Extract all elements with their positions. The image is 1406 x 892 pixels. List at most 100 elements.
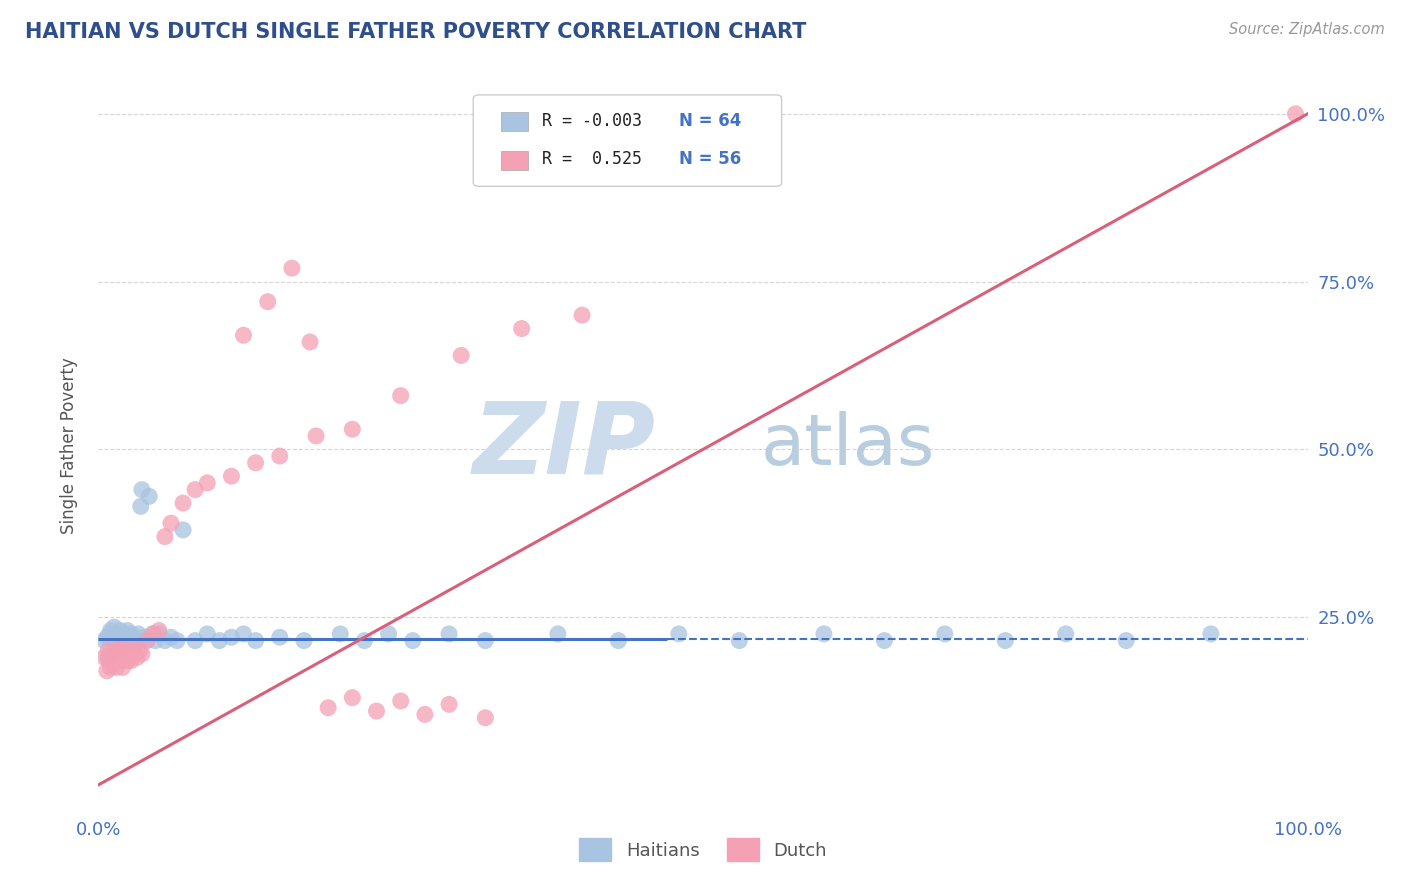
Point [118,637,141,651]
Point [93,650,115,665]
FancyBboxPatch shape [474,95,782,186]
Point [232,627,254,641]
Point [124,643,146,657]
Point [389,389,412,403]
Point [413,707,436,722]
Point [195,475,218,490]
Point [100,624,122,638]
Point [96,630,118,644]
Point [329,627,352,641]
Point [148,627,170,641]
Text: R =  0.525: R = 0.525 [543,150,643,168]
Point [117,624,139,638]
Point [118,633,141,648]
Point [110,640,132,655]
Point [166,633,188,648]
Point [184,633,207,648]
Point [813,627,835,641]
Point [114,630,136,644]
Point [127,627,149,641]
Point [105,630,128,644]
Point [100,660,122,674]
Point [118,643,141,657]
Point [143,633,166,648]
Point [172,496,194,510]
Point [128,643,150,657]
Point [299,334,322,349]
Legend: Haitians, Dutch: Haitians, Dutch [572,830,834,869]
Point [547,627,569,641]
Point [377,627,399,641]
Point [97,643,120,657]
Point [105,627,128,641]
Point [101,637,124,651]
Point [103,620,125,634]
Point [728,633,751,648]
Point [96,664,118,678]
Point [184,483,207,497]
Y-axis label: Single Father Poverty: Single Father Poverty [59,358,77,534]
Point [342,422,364,436]
Point [103,647,125,661]
Point [111,660,134,674]
Point [256,294,278,309]
Point [107,643,129,657]
Point [125,637,148,651]
Point [117,654,139,668]
Point [221,469,243,483]
Point [571,308,593,322]
Point [93,633,115,648]
Point [1115,633,1137,648]
Point [153,530,176,544]
Point [195,627,218,641]
Text: ZIP: ZIP [472,398,655,494]
Point [120,627,142,641]
Point [450,348,472,362]
Point [114,650,136,665]
Point [110,630,132,644]
Point [208,633,231,648]
Point [127,650,149,665]
Point [437,627,460,641]
Point [1284,107,1306,121]
Point [101,657,124,671]
Point [104,643,127,657]
Point [135,633,157,648]
Point [160,630,183,644]
Text: atlas: atlas [761,411,935,481]
Point [111,637,134,651]
Point [316,700,339,714]
Point [142,627,165,641]
Point [389,694,412,708]
Point [97,650,120,665]
Point [120,654,142,668]
Point [138,489,160,503]
Point [108,643,131,657]
Point [112,647,135,661]
Point [402,633,425,648]
Point [142,627,165,641]
Point [153,633,176,648]
Point [134,630,156,644]
Point [131,647,153,661]
Point [115,633,138,648]
Point [112,627,135,641]
Point [108,633,131,648]
Point [105,660,128,674]
Point [107,650,129,665]
Point [129,500,152,514]
Text: HAITIAN VS DUTCH SINGLE FATHER POVERTY CORRELATION CHART: HAITIAN VS DUTCH SINGLE FATHER POVERTY C… [25,22,807,42]
Text: Source: ZipAtlas.com: Source: ZipAtlas.com [1229,22,1385,37]
Point [245,456,267,470]
Point [135,633,157,648]
Point [100,647,122,661]
Point [873,633,896,648]
Point [108,654,131,668]
Point [934,627,956,641]
Text: R = -0.003: R = -0.003 [543,112,643,129]
Point [1054,627,1077,641]
Point [305,429,328,443]
Point [474,633,496,648]
Point [124,633,146,648]
Point [98,654,121,668]
